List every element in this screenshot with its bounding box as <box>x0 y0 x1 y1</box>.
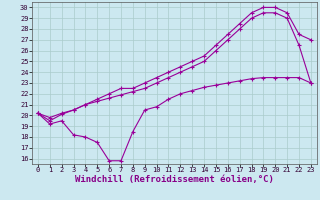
X-axis label: Windchill (Refroidissement éolien,°C): Windchill (Refroidissement éolien,°C) <box>75 175 274 184</box>
